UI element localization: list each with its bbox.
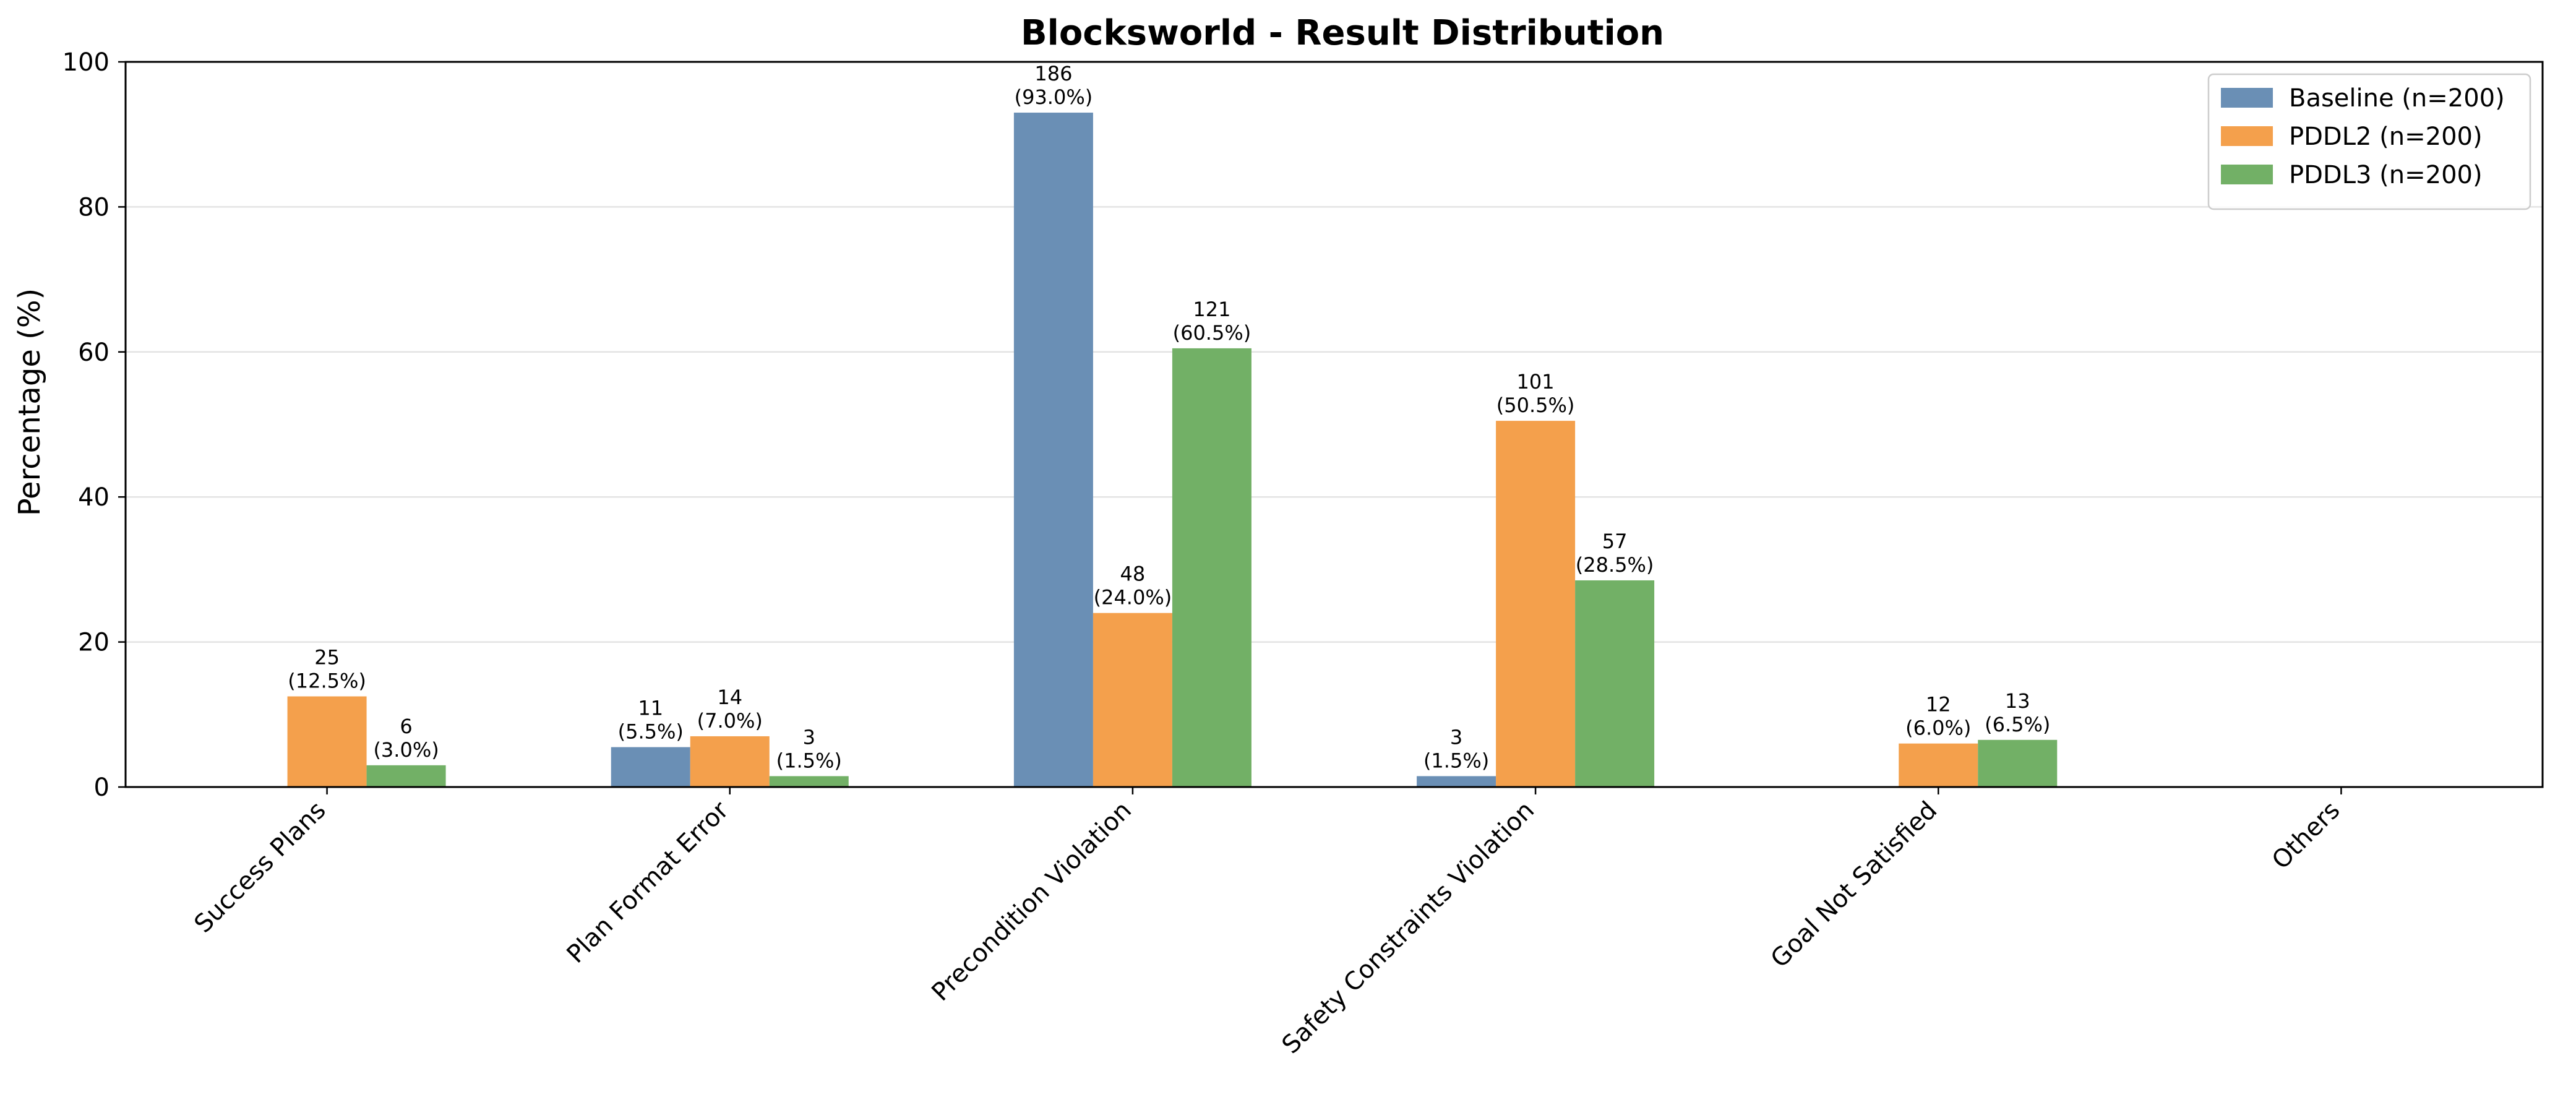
- y-tick-label: 0: [94, 773, 109, 802]
- bar-percent-label: (6.5%): [1985, 713, 2050, 736]
- bar-count-label: 3: [803, 725, 815, 749]
- bar-percent-label: (93.0%): [1015, 85, 1093, 109]
- bar-percent-label: (7.0%): [697, 709, 763, 733]
- bar-percent-label: (1.5%): [776, 749, 842, 772]
- bar: [287, 696, 367, 787]
- bar-percent-label: (6.0%): [1905, 716, 1971, 740]
- y-tick-label: 20: [78, 629, 109, 657]
- bar: [366, 765, 446, 787]
- x-tick-label: Others: [2267, 796, 2346, 875]
- bar: [1093, 613, 1172, 787]
- bar: [1978, 739, 2058, 787]
- legend-box: [2207, 73, 2531, 210]
- bar-percent-label: (1.5%): [1423, 749, 1489, 772]
- bar-count-label: 12: [1926, 693, 1951, 716]
- bar-count-label: 121: [1193, 298, 1230, 321]
- bar: [1013, 113, 1093, 787]
- bar-count-label: 48: [1120, 562, 1146, 586]
- x-tick-label: Safety Constraints Violation: [1277, 796, 1540, 1060]
- bar: [611, 747, 690, 787]
- chart-title: Blocksworld - Result Distribution: [1021, 13, 1664, 53]
- bar-count-label: 25: [314, 646, 340, 669]
- legend-swatch: [2221, 126, 2273, 146]
- y-tick-label: 100: [62, 48, 109, 77]
- legend-swatch: [2221, 88, 2273, 108]
- bar-percent-label: (60.5%): [1173, 321, 1252, 345]
- legend-label: PDDL2 (n=200): [2289, 123, 2483, 151]
- bar: [1575, 580, 1655, 787]
- x-tick-label: Goal Not Satisfied: [1766, 796, 1943, 974]
- plot-frame: [124, 61, 2544, 788]
- bar-count-label: 11: [638, 697, 663, 720]
- bar: [769, 776, 849, 787]
- y-tick-label: 60: [78, 338, 109, 367]
- legend-swatch: [2221, 165, 2273, 184]
- bar: [1417, 776, 1496, 787]
- bar-count-label: 186: [1034, 62, 1072, 85]
- y-tick-label: 40: [78, 483, 109, 512]
- bar-count-label: 6: [400, 715, 412, 738]
- bar-percent-label: (50.5%): [1496, 394, 1575, 417]
- bar-count-label: 3: [1450, 725, 1462, 749]
- bar-percent-label: (24.0%): [1094, 586, 1172, 609]
- bar-count-label: 14: [717, 686, 742, 709]
- x-tick-label: Plan Format Error: [562, 796, 735, 969]
- legend-label: PDDL3 (n=200): [2289, 161, 2483, 189]
- y-axis-label: Percentage (%): [12, 288, 47, 516]
- bar-count-label: 101: [1517, 370, 1555, 394]
- legend-label: Baseline (n=200): [2289, 84, 2505, 113]
- bar-percent-label: (3.0%): [373, 738, 439, 762]
- bar-percent-label: (12.5%): [288, 669, 366, 693]
- bar: [1899, 743, 1978, 787]
- x-tick-label: Precondition Violation: [926, 796, 1137, 1007]
- bar: [1172, 348, 1252, 787]
- bar-percent-label: (5.5%): [618, 720, 684, 744]
- x-tick-label: Success Plans: [189, 796, 331, 939]
- y-tick-label: 80: [78, 193, 109, 222]
- bar-count-label: 13: [2005, 689, 2030, 713]
- bar: [1496, 421, 1576, 787]
- bar-count-label: 57: [1602, 530, 1628, 553]
- bar-percent-label: (28.5%): [1576, 553, 1654, 577]
- bar: [690, 736, 770, 787]
